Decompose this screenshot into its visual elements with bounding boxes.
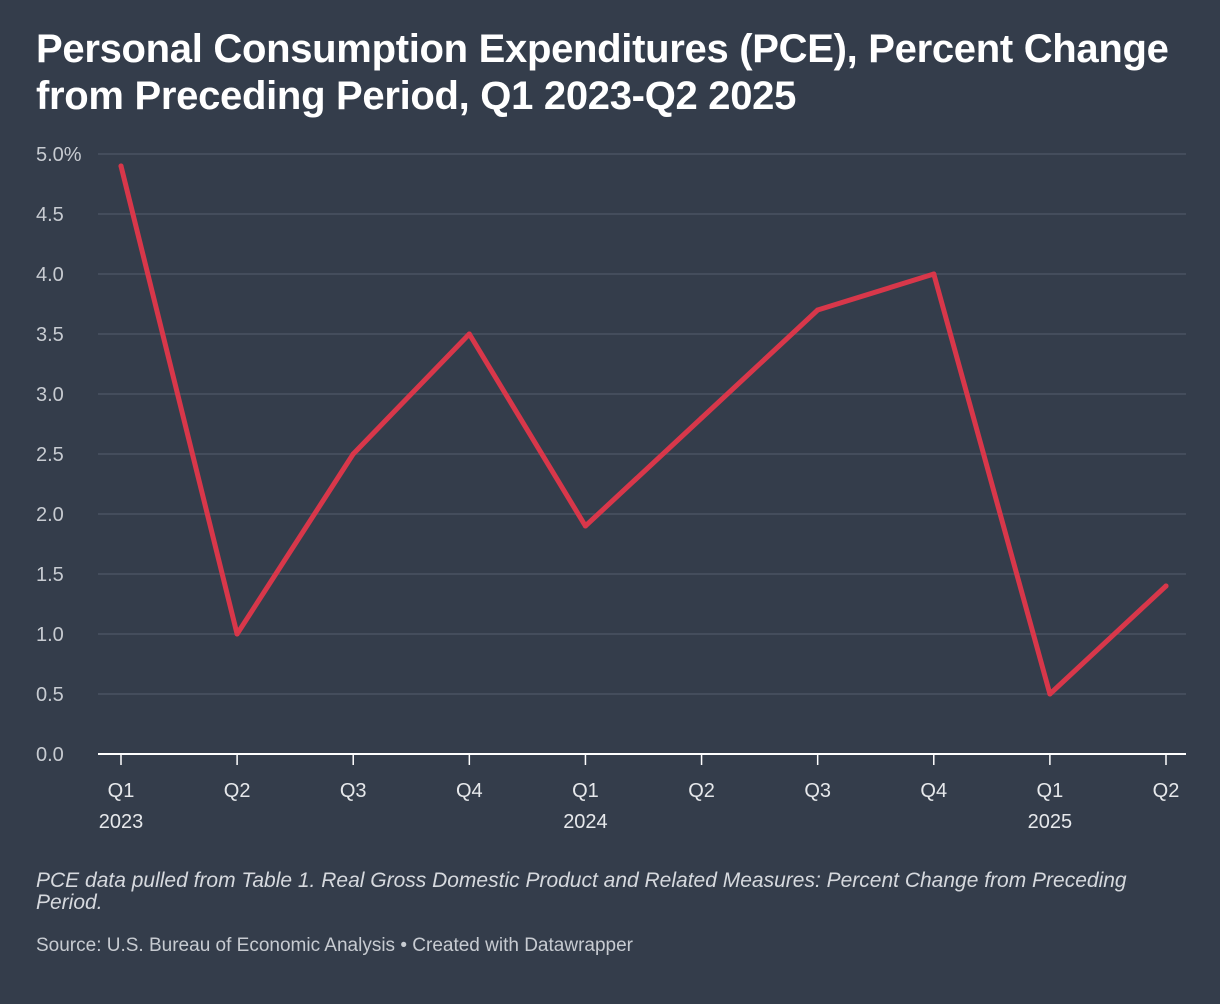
x-tick-label: Q2 [224, 780, 251, 802]
x-tick-label: Q2 [688, 780, 715, 802]
x-axis: Q1 2023 Q2 Q3 Q4 Q1 2024 Q2 Q3 Q4 Q1 2025 Q2 [98, 753, 1186, 833]
chart-note: PCE data pulled from Table 1. Real Gross… [36, 869, 1127, 914]
x-tick-label: Q3 [804, 780, 831, 802]
y-tick-label: 3.0 [36, 384, 64, 406]
y-tick-label: 1.0 [36, 624, 64, 646]
x-tick-label: Q2 [1153, 780, 1180, 802]
y-tick-label: 2.0 [36, 504, 64, 526]
y-tick-label: 0.5 [36, 684, 64, 706]
y-tick-label: 5.0% [36, 144, 82, 166]
x-tick-label: Q4 [456, 780, 483, 802]
gridlines [98, 153, 1186, 695]
x-tick-label: Q1 [572, 780, 599, 802]
x-tick-label: Q1 [108, 780, 135, 802]
x-tick-label: Q3 [340, 780, 367, 802]
data-point [350, 451, 356, 457]
data-point [931, 271, 937, 277]
y-tick-label: 1.5 [36, 564, 64, 586]
y-axis-tick-labels: 0.0 0.5 1.0 1.5 2.0 2.5 3.0 3.5 4.0 4.5 5.0% [36, 144, 82, 766]
data-point [815, 307, 821, 313]
chart-title: Personal Consumption Expenditures (PCE),… [36, 27, 1169, 118]
data-point [582, 523, 588, 529]
data-point [1163, 583, 1169, 589]
series-line [118, 163, 1169, 697]
data-point [1047, 691, 1053, 697]
y-tick-label: 0.0 [36, 744, 64, 766]
y-tick-label: 2.5 [36, 444, 64, 466]
x-year-label: 2024 [563, 811, 608, 833]
y-tick-label: 3.5 [36, 324, 64, 346]
chart-source: Source: U.S. Bureau of Economic Analysis… [36, 935, 633, 956]
y-tick-label: 4.5 [36, 204, 64, 226]
series-layer [118, 163, 1169, 697]
x-year-label: 2023 [99, 811, 144, 833]
data-point [118, 163, 124, 169]
x-tick-label: Q1 [1037, 780, 1064, 802]
x-tick-label: Q4 [920, 780, 947, 802]
data-point [699, 415, 705, 421]
data-point [466, 331, 472, 337]
data-point [234, 631, 240, 637]
y-tick-label: 4.0 [36, 264, 64, 286]
x-year-label: 2025 [1028, 811, 1073, 833]
